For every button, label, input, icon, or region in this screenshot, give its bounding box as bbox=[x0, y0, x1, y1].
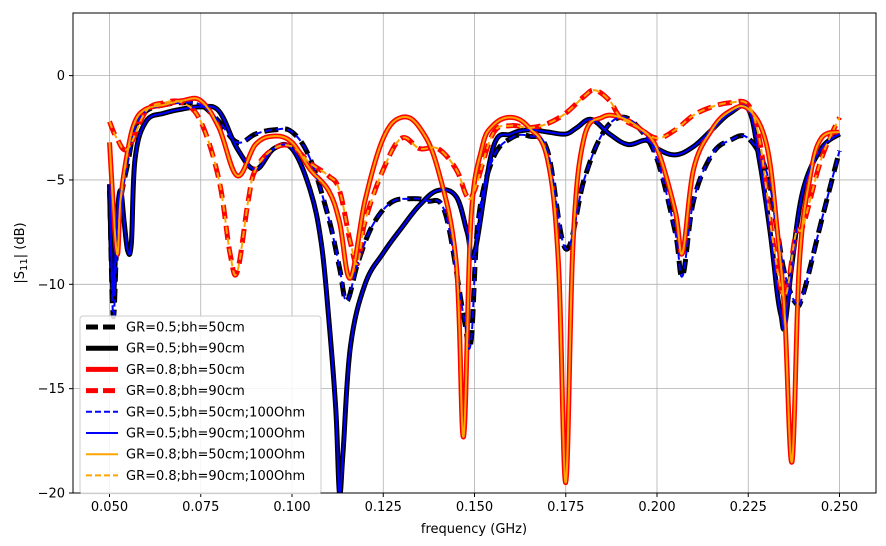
x-tick-label: 0.100 bbox=[273, 500, 310, 515]
y-tick-label: −20 bbox=[38, 487, 65, 502]
y-tick-label: −10 bbox=[38, 278, 65, 293]
x-tick-label: 0.200 bbox=[638, 500, 675, 515]
legend-label: GR=0.8;bh=90cm bbox=[126, 384, 245, 399]
x-tick-label: 0.175 bbox=[547, 500, 584, 515]
legend-label: GR=0.8;bh=50cm bbox=[126, 363, 245, 378]
legend-label: GR=0.5;bh=50cm bbox=[126, 321, 245, 336]
x-tick-label: 0.250 bbox=[821, 500, 858, 515]
legend-box bbox=[79, 315, 322, 495]
y-tick-label: −5 bbox=[46, 173, 65, 188]
x-tick-label: 0.125 bbox=[365, 500, 402, 515]
x-tick-label: 0.050 bbox=[91, 500, 128, 515]
x-tick-label: 0.150 bbox=[456, 500, 493, 515]
legend-label: GR=0.8;bh=50cm;100Ohm bbox=[126, 448, 305, 463]
y-axis-ticks: 0 −5 −10 −15 −20 bbox=[38, 69, 73, 502]
series-line-8 bbox=[108, 89, 841, 298]
series-layer bbox=[107, 87, 842, 493]
legend: GR=0.5;bh=50cm GR=0.5;bh=90cm GR=0.8;bh=50… bbox=[79, 315, 322, 495]
x-axis-ticks: 0.050 0.075 0.100 0.125 0.150 0.175 0.200 0.225… bbox=[91, 493, 858, 515]
y-tick-label: 0 bbox=[57, 69, 65, 84]
legend-label: GR=0.8;bh=90cm;100Ohm bbox=[126, 469, 305, 484]
x-tick-label: 0.075 bbox=[182, 500, 219, 515]
y-tick-label: −15 bbox=[38, 382, 65, 397]
y-axis-label: |S11| (dB) bbox=[13, 222, 30, 283]
x-axis-label: frequency (GHz) bbox=[421, 522, 527, 537]
legend-label: GR=0.5;bh=90cm bbox=[126, 342, 245, 357]
legend-label: GR=0.5;bh=50cm;100Ohm bbox=[126, 405, 305, 420]
series-line-7 bbox=[108, 97, 840, 484]
series-line-5 bbox=[108, 101, 841, 350]
legend-label: GR=0.5;bh=90cm;100Ohm bbox=[126, 427, 305, 442]
x-tick-label: 0.225 bbox=[730, 500, 767, 515]
